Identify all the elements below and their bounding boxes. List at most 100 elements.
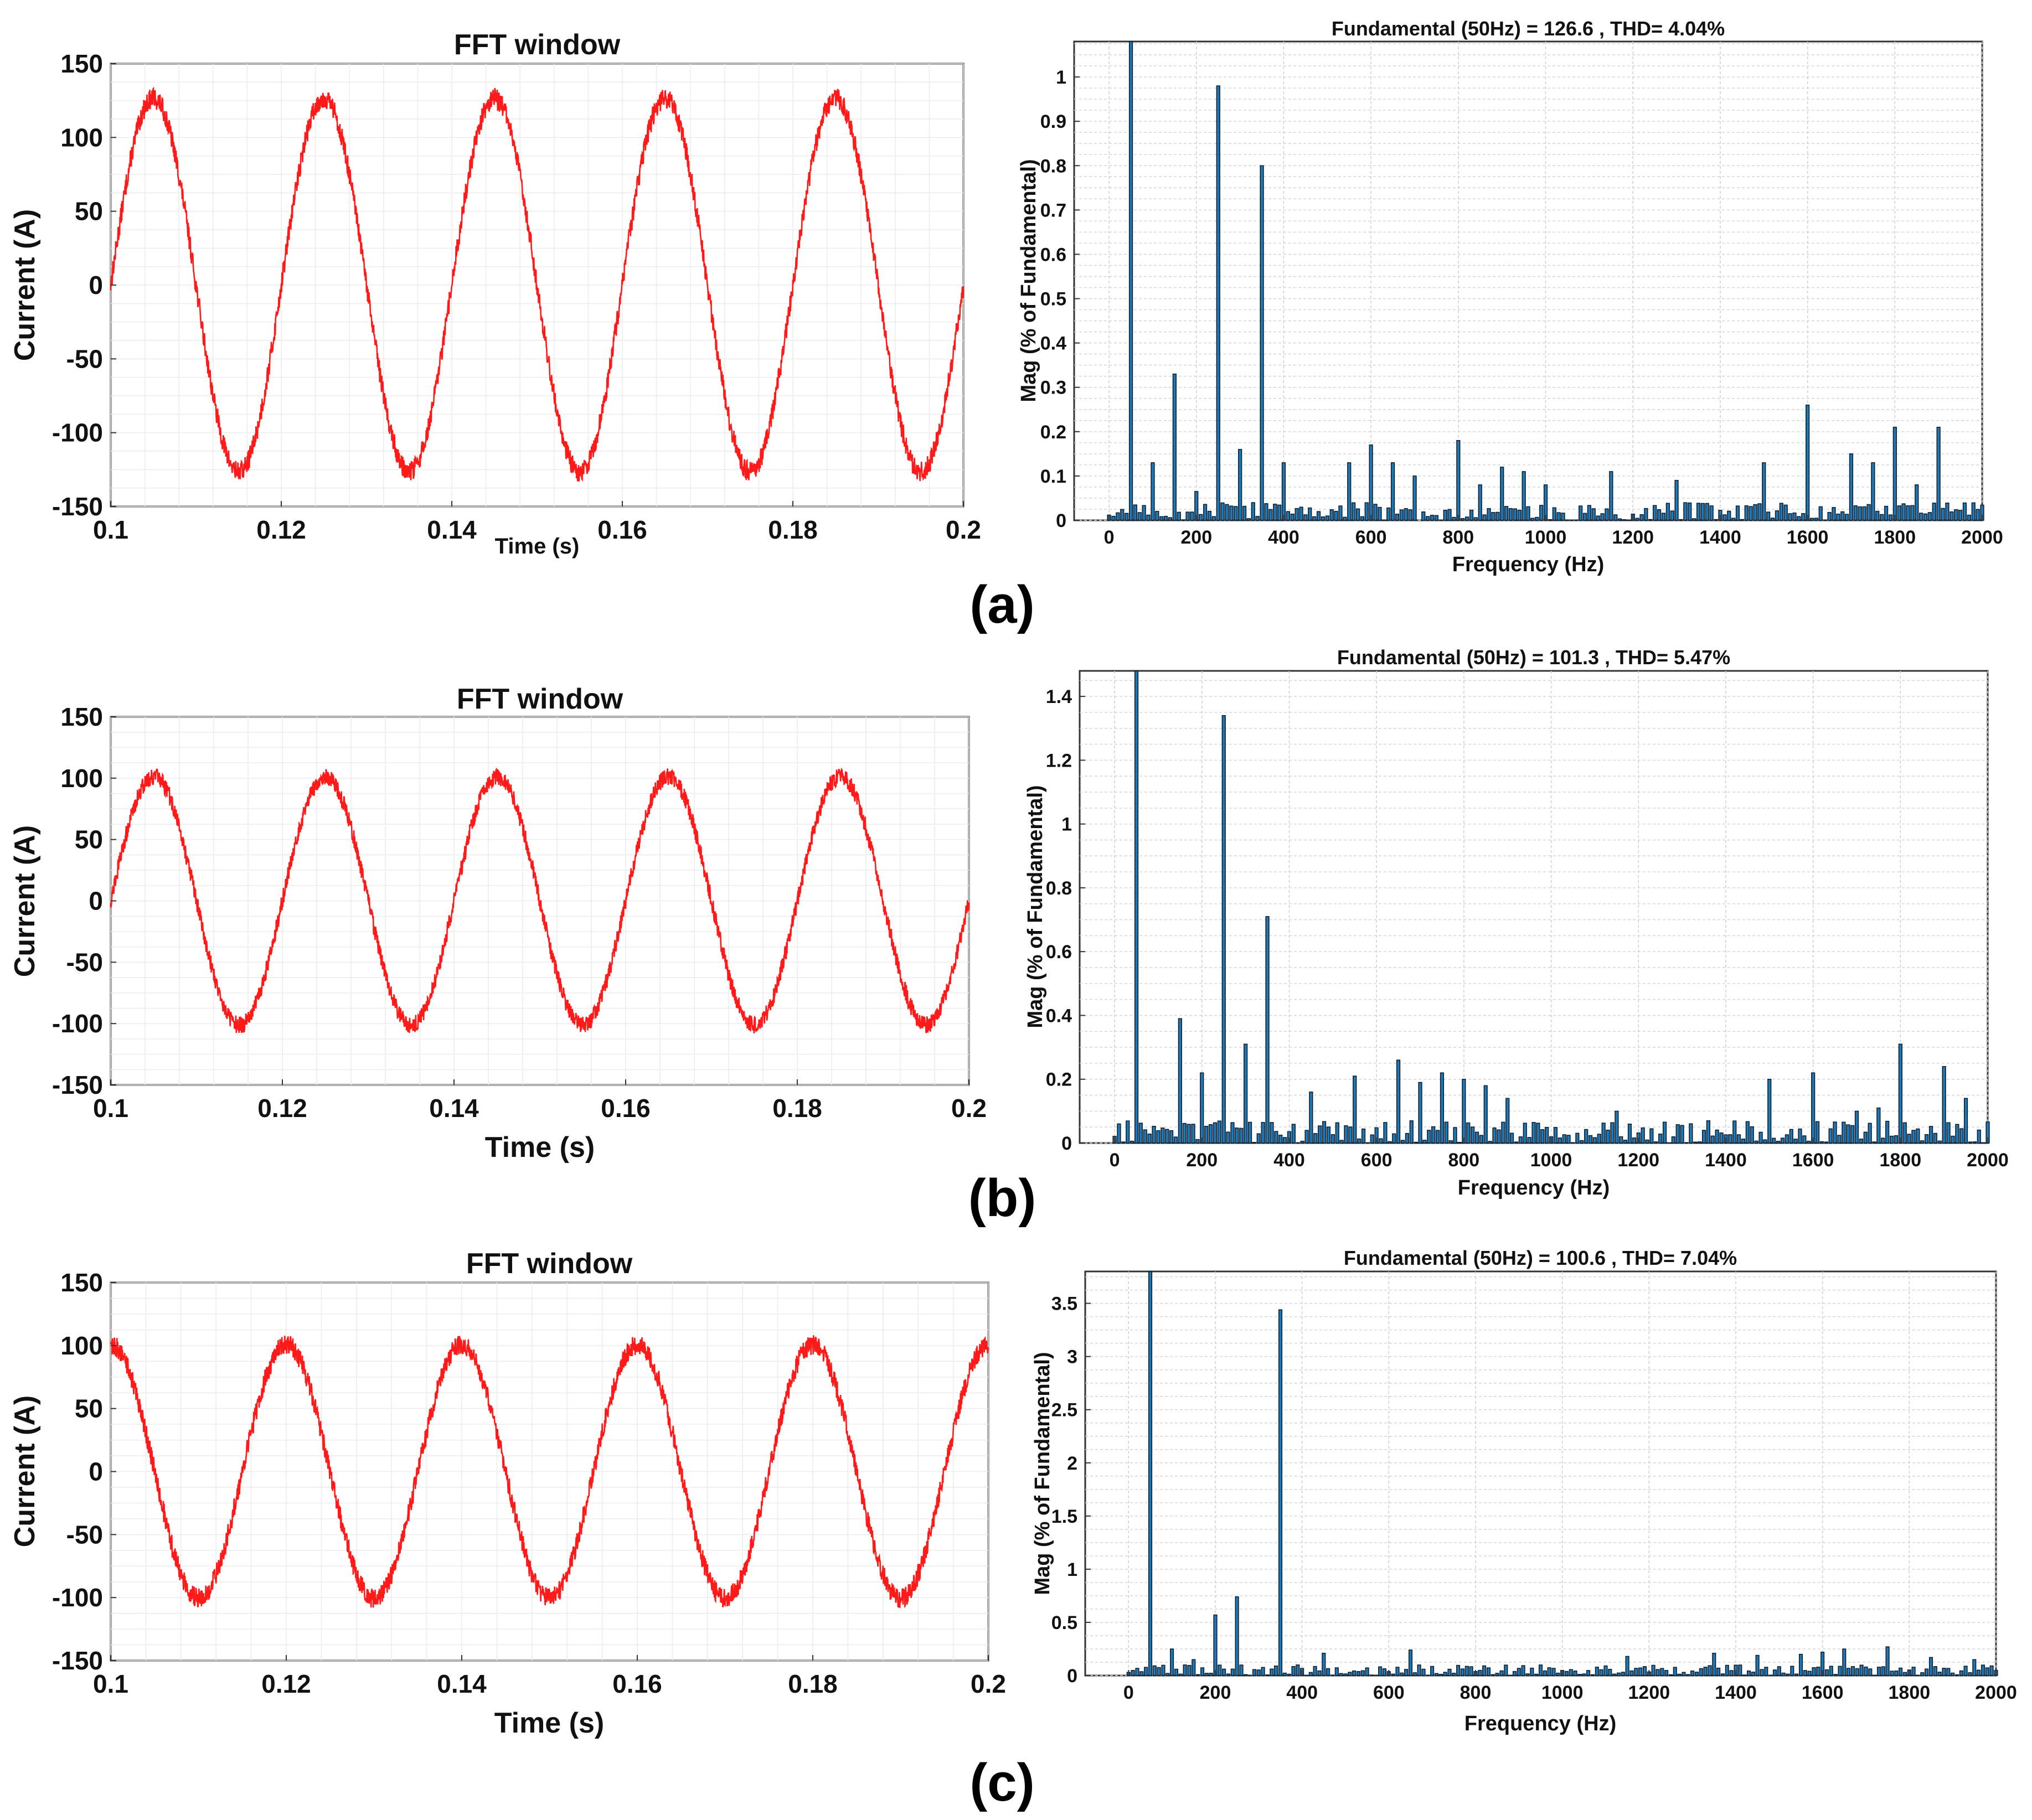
harmonic-bar [1968,1141,1973,1144]
harmonic-bar [1430,1666,1435,1676]
harmonic-bar [1768,1674,1773,1676]
harmonic-bar [1163,516,1168,521]
harmonic-bar [1512,1671,1517,1676]
x-tick-label: 0 [1110,1150,1120,1171]
chart-b-fft: 0 200 400 600 800 1000 1200 1400 1600 1800 2000 0 0.… [1024,646,2009,1199]
harmonic-bar [1612,1673,1617,1676]
harmonic-bar [1840,511,1845,521]
harmonic-bar [1165,1673,1170,1676]
plot-area [1073,40,1983,521]
y-tick-label: -150 [52,1646,103,1675]
harmonic-bar [1527,1137,1531,1144]
harmonic-bar [1405,1133,1409,1144]
harmonic-bar [1334,1667,1339,1676]
harmonic-bar [1928,1657,1933,1676]
y-tick-label: 0 [89,271,103,299]
harmonic-bar [1312,516,1317,521]
x-axis-label: Time (s) [485,1131,595,1164]
y-tick-label: -100 [52,1583,103,1612]
harmonic-bar [1571,1142,1575,1144]
harmonic-bar [1899,1667,1903,1676]
harmonic-bar [1291,1124,1296,1144]
chart-a-wave: 0.1 0.12 0.14 0.16 0.18 0.2 -150 -100 -50 0 50 100 1… [9,29,981,559]
harmonic-bar [1906,505,1910,521]
harmonic-bar [1971,502,1976,521]
harmonic-bar [1421,1668,1426,1676]
harmonic-bar [1954,1674,1959,1676]
harmonic-bar [1933,1133,1937,1144]
harmonic-bar [1452,516,1456,521]
harmonic-bar [1443,1672,1447,1676]
harmonic-bar [1125,513,1129,521]
y-tick-label: 1 [1067,1559,1077,1580]
harmonic-bar [1400,1672,1404,1676]
harmonic-bar [1828,1128,1833,1144]
harmonic-bar [1872,1141,1876,1144]
harmonic-bar [1508,508,1513,521]
harmonic-bar [1968,1672,1972,1676]
harmonic-bar [1514,1141,1519,1144]
harmonic-bar [1268,509,1273,521]
harmonic-bar [1453,1127,1457,1144]
harmonic-bar [1273,504,1277,521]
harmonic-bar [1296,1664,1300,1676]
harmonic-bar [1792,512,1797,521]
harmonic-bar [1749,506,1753,521]
harmonic-bar [1605,508,1609,521]
harmonic-bar [1613,514,1618,521]
harmonic-bar [1580,1140,1584,1144]
harmonic-bar [1383,1122,1388,1144]
harmonic-bar [1409,1120,1414,1144]
harmonic-bar [1692,518,1696,521]
harmonic-bar [1811,1072,1816,1144]
x-tick-label: 0.16 [597,515,647,544]
harmonic-bar [1972,1141,1977,1144]
x-tick-label: 1000 [1541,1682,1584,1703]
harmonic-bar [1444,1121,1448,1144]
harmonic-bar [1562,1134,1566,1144]
harmonic-bar [1675,1124,1680,1144]
harmonic-bar [1513,508,1517,521]
y-tick-label: 0.6 [1040,244,1066,265]
harmonic-bar [1230,1122,1235,1144]
harmonic-bar [1448,1140,1453,1144]
harmonic-bar [1673,1667,1677,1676]
harmonic-bar [1655,1669,1660,1676]
harmonic-bar [1121,1141,1126,1144]
x-tick-label: 1400 [1699,527,1741,548]
current-waveform [110,767,970,1033]
harmonic-bar [1505,1098,1510,1144]
harmonic-bar [1238,449,1242,521]
harmonic-bar [1473,517,1478,521]
harmonic-bar [1435,1130,1440,1144]
harmonic-bar [1648,519,1653,521]
x-tick-label: 1800 [1874,527,1916,548]
x-tick-label: 0 [1104,527,1115,548]
harmonic-bar [1627,1123,1632,1144]
harmonic-bar [1128,41,1133,521]
harmonic-bar [1251,502,1255,521]
y-tick-label: 50 [75,825,103,854]
harmonic-bar [1803,1670,1807,1676]
y-tick-label: -50 [66,344,103,373]
harmonic-bar [1369,444,1373,521]
harmonic-bar [1296,1142,1300,1144]
harmonic-bar [1854,1110,1859,1144]
harmonic-bar [1599,1669,1603,1676]
harmonic-bar [1661,513,1666,521]
harmonic-bar [1443,510,1447,521]
harmonic-bar [1522,471,1526,521]
harmonic-bar [1742,1674,1747,1676]
harmonic-bar [1525,1673,1530,1676]
harmonic-bar [1482,1665,1487,1676]
harmonic-bar [1863,1131,1868,1144]
harmonic-bar [1842,1121,1846,1144]
harmonic-bar [1204,1673,1209,1676]
harmonic-bar [1693,1141,1698,1144]
harmonic-bar [1551,1668,1556,1676]
harmonic-bar [1196,1674,1200,1676]
harmonic-bar [1885,1120,1890,1144]
harmonic-bar [1779,503,1783,521]
x-tick-label: 0.12 [256,515,306,544]
y-tick-label: 50 [75,1394,103,1423]
